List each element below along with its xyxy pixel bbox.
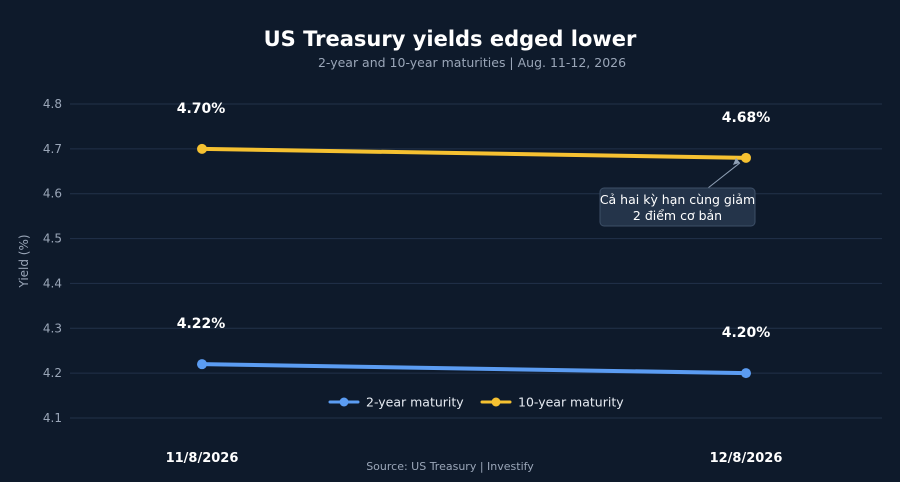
data-point [741,368,751,379]
y-tick-label: 4.6 [43,187,62,201]
legend-swatch-marker [339,397,349,407]
y-tick-label: 4.8 [43,97,62,111]
annotation-box [599,187,756,227]
y-tick-label: 4.3 [43,321,62,335]
legend-label: 2-year maturity [366,395,464,410]
series-2: 4.70% 4.68% [177,101,771,163]
y-tick-label: 4.2 [43,366,62,380]
series-1: 4.22% 4.20% [177,316,771,379]
y-axis-title: Yield (%) [17,234,31,288]
data-point [197,359,207,370]
y-tick-label: 4.4 [43,276,62,290]
source-note: Source: US Treasury | Investify [366,460,534,473]
chart-subtitle: 2-year and 10-year maturities | Aug. 11-… [318,55,626,70]
y-tick-label: 4.1 [43,411,62,425]
x-axis-ticks: 11/8/2026 12/8/2026 [166,451,783,466]
series-line [200,146,748,160]
legend-item: 2-year maturity [328,395,464,410]
annotation-arrowhead [733,157,740,165]
annotation-text: Cả hai kỳ hạn cùng giảm [600,192,755,207]
data-label: 4.20% [722,325,771,341]
data-label: 4.22% [177,316,226,332]
series: 4.22% 4.20% 4.70% 4.68% [177,101,771,379]
legend-item: 10-year maturity [480,395,624,410]
annotation-connector [707,162,741,189]
grid [70,103,882,419]
data-point [197,143,207,154]
x-tick-label: 12/8/2026 [710,451,783,466]
data-point [741,152,751,163]
x-tick-label: 11/8/2026 [166,451,239,466]
annotation-text: 2 điểm cơ bản [633,208,722,223]
legend: 2-year maturity 10-year maturity [328,395,624,410]
legend-swatch-marker [491,397,501,407]
series-line [200,362,748,376]
y-tick-label: 4.5 [43,232,62,246]
y-tick-label: 4.7 [43,142,62,156]
y-axis-ticks: 4.1 4.2 4.3 4.4 4.5 4.6 4.7 4.8 [43,97,62,425]
legend-label: 10-year maturity [518,395,624,410]
data-label: 4.70% [177,101,226,117]
chart-title: US Treasury yields edged lower [264,27,637,51]
data-label: 4.68% [722,110,771,126]
